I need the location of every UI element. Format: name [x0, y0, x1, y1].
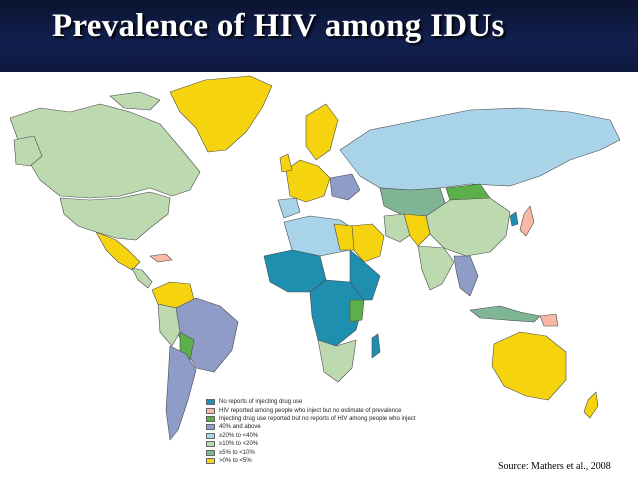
region-mexico: [95, 231, 141, 271]
region-india: [417, 245, 455, 291]
region-indonesia: [469, 305, 541, 323]
legend-swatch: [206, 424, 215, 431]
region-korea: [509, 211, 519, 227]
title-bar: Prevalence of HIV among IDUs: [0, 0, 638, 72]
legend-swatch: [206, 441, 215, 448]
region-china: [425, 197, 511, 257]
region-caribbean: [149, 253, 173, 263]
region-west-africa: [263, 249, 327, 293]
region-southern-africa: [317, 339, 357, 383]
region-new-zealand: [583, 391, 599, 419]
world-map-svg: [9, 75, 621, 441]
legend-swatch: [206, 457, 215, 464]
legend-label: ≥5% to <10%: [219, 449, 255, 456]
legend-item: No reports of injecting drug use: [206, 398, 466, 406]
legend-label: Injecting drug use reported but no repor…: [219, 415, 416, 422]
legend-item: >0% to <5%: [206, 457, 466, 465]
legend-swatch: [206, 449, 215, 456]
region-madagascar: [371, 333, 381, 359]
legend-label: 40% and above: [219, 424, 261, 431]
slide-title: Prevalence of HIV among IDUs: [52, 8, 505, 44]
region-greenland: [169, 75, 273, 153]
region-russia: [339, 107, 621, 191]
legend-item: ≥20% to <40%: [206, 432, 466, 440]
region-scandinavia: [305, 103, 339, 161]
region-central-america: [131, 267, 153, 289]
region-western-europe: [285, 159, 331, 203]
legend-swatch: [206, 415, 215, 422]
region-iberia: [277, 197, 301, 219]
region-southeast-asia: [453, 255, 479, 297]
map-legend: No reports of injecting drug use HIV rep…: [206, 398, 466, 465]
region-eastern-europe: [329, 173, 361, 201]
world-map: [0, 72, 638, 479]
legend-item: ≥5% to <10%: [206, 448, 466, 456]
legend-swatch: [206, 399, 215, 406]
source-citation: Source: Mathers et al., 2008: [498, 461, 611, 472]
legend-item: HIV reported among people who inject but…: [206, 406, 466, 414]
region-alaska: [13, 135, 43, 167]
legend-item: Injecting drug use reported but no repor…: [206, 415, 466, 423]
region-canada: [9, 103, 201, 199]
legend-label: ≥10% to <20%: [219, 441, 259, 448]
legend-item: ≥10% to <20%: [206, 440, 466, 448]
legend-swatch: [206, 432, 215, 439]
region-afghanistan-pakistan: [403, 213, 431, 247]
region-usa: [59, 191, 171, 241]
region-arctic-islands: [109, 91, 161, 111]
region-uk: [279, 153, 293, 173]
legend-swatch: [206, 407, 215, 414]
region-kenya-tanzania: [349, 299, 365, 323]
legend-label: HIV reported among people who inject but…: [219, 407, 402, 414]
region-egypt: [333, 223, 355, 251]
region-australia: [491, 331, 567, 401]
region-japan: [519, 205, 535, 237]
region-east-africa: [349, 249, 381, 301]
legend-label: ≥20% to <40%: [219, 432, 259, 439]
region-central-africa: [309, 279, 365, 347]
legend-label: >0% to <5%: [219, 457, 252, 464]
region-papua-new-guinea: [539, 313, 559, 327]
legend-item: 40% and above: [206, 423, 466, 431]
legend-label: No reports of injecting drug use: [219, 399, 303, 406]
region-argentina: [165, 345, 197, 441]
region-peru-bolivia: [157, 303, 181, 347]
